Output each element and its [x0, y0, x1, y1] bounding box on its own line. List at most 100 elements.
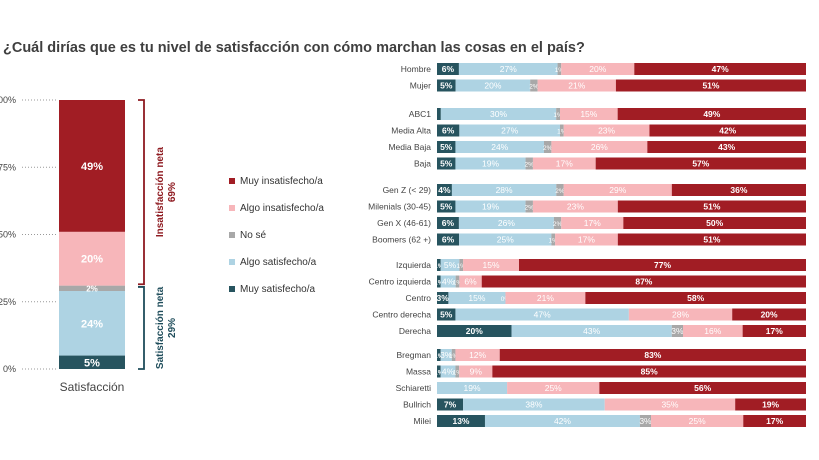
bar-data-label: 20%: [466, 326, 483, 336]
bar-milenials-30-45-muy-satisfecho: [437, 200, 456, 213]
insatisfaccion-label-group: Insatisfacción neta 69%: [155, 147, 178, 237]
bar-centro-izquierda-algo-satisfecho: [440, 275, 456, 288]
bar-data-label: 17%: [766, 326, 783, 336]
bar-massa-algo-insatisfecho: [459, 365, 493, 378]
bar-hombre-no-se: [557, 63, 562, 75]
row-label-abc1: ABC1: [409, 109, 431, 119]
bar-gen-z-29-algo-satisfecho: [451, 184, 557, 196]
bar-data-label: 50%: [706, 218, 723, 228]
bar-mujer-algo-satisfecho: [455, 79, 531, 92]
bar-data-label: 28%: [672, 310, 689, 320]
row-label-hombre: Hombre: [401, 64, 432, 74]
bar-data-label: 83%: [644, 350, 661, 360]
bar-milei-muy-satisfecho: [437, 415, 485, 427]
bar-abc1-muy-insatisfecho: [617, 108, 806, 120]
legend-swatch-muy-satisfecho-a: [229, 286, 235, 292]
bar-data-label: 4%: [442, 367, 455, 377]
bar-mujer-no-se: [530, 79, 538, 92]
bar-media-baja-muy-insatisfecho: [647, 141, 806, 153]
bar-data-label: 2%: [553, 221, 563, 228]
bar-data-label: 24%: [81, 318, 103, 330]
bar-milei-algo-insatisfecho: [651, 415, 744, 427]
row-label-gen-z-29: Gen Z (< 29): [383, 185, 432, 195]
bar-centro-izquierda-muy-insatisfecho: [481, 275, 806, 288]
bar-baja-algo-satisfecho: [455, 157, 526, 170]
bar-gen-x-46-61-muy-satisfecho: [437, 217, 459, 229]
bar-media-alta-muy-insatisfecho: [649, 124, 806, 137]
bar-data-label: 6%: [442, 218, 455, 228]
bar-data-label: 2%: [543, 145, 553, 152]
row-label-bregman: Bregman: [397, 350, 432, 360]
bar-schiaretti-muy-insatisfecho: [599, 382, 806, 394]
bar-data-label: 2%: [555, 188, 565, 195]
bar-data-label: 17%: [578, 235, 595, 245]
bar-centro-algo-satisfecho: [448, 292, 506, 304]
bar-data-label: 19%: [464, 383, 481, 393]
bar-mujer-muy-satisfecho: [437, 79, 456, 92]
bar-media-alta-muy-satisfecho: [437, 124, 460, 137]
bar-data-label: 15%: [468, 293, 485, 303]
row-label-massa: Massa: [406, 367, 431, 377]
bar-derecha-algo-insatisfecho: [683, 325, 743, 337]
bar-data-label: 25%: [545, 383, 562, 393]
legend-label: Muy insatisfecho/a: [240, 176, 323, 187]
bar-data-label: 43%: [583, 326, 600, 336]
bar-derecha-algo-satisfecho: [511, 325, 672, 337]
bar-bregman-muy-insatisfecho: [499, 349, 806, 361]
bar-gen-z-29-algo-insatisfecho: [563, 184, 672, 196]
bar-data-label: 19%: [762, 400, 779, 410]
bar-data-label: 5%: [440, 202, 453, 212]
satisfaccion-bracket: [138, 286, 145, 370]
bar-milenials-30-45-algo-satisfecho: [455, 200, 526, 213]
bar-boomers-62-muy-insatisfecho: [617, 233, 806, 246]
bar-data-label: 1%: [557, 129, 567, 136]
bar-data-label: 23%: [567, 202, 584, 212]
bar-data-label: 16%: [704, 326, 721, 336]
bar-centro-muy-satisfecho: [437, 292, 449, 304]
bar-data-label: 49%: [703, 109, 720, 119]
bar-data-label: 23%: [598, 126, 615, 136]
y-tick-label: 100%: [0, 95, 16, 105]
bar-izquierda-algo-insatisfecho: [463, 259, 519, 271]
bar-media-baja-no-se: [544, 141, 552, 153]
y-tick-label: 0%: [3, 364, 16, 374]
row-label-centro: Centro: [405, 293, 431, 303]
bar-derecha-muy-insatisfecho: [742, 325, 806, 337]
satisfaccion-neta-label: Satisfacción neta: [155, 286, 166, 369]
insatisfaccion-neta-value: 69%: [167, 182, 178, 202]
bar-data-label: 1%: [453, 370, 463, 377]
row-label-mujer: Mujer: [410, 81, 431, 91]
bar-gen-x-46-61-algo-insatisfecho: [561, 217, 624, 229]
bar-data-label: 49%: [81, 161, 103, 173]
bar-data-label: 15%: [580, 109, 597, 119]
bar-massa-muy-insatisfecho: [492, 365, 806, 378]
legend-label: Algo insatisfecho/a: [240, 203, 324, 214]
bar-data-label: 47%: [712, 64, 729, 74]
bar-bullrich-algo-insatisfecho: [604, 398, 736, 411]
bar-baja-muy-satisfecho: [437, 157, 456, 170]
bar-data-label: 85%: [641, 367, 658, 377]
bar-schiaretti-algo-satisfecho: [437, 382, 508, 394]
legend-swatch-algo-satisfecho-a: [229, 259, 235, 265]
satisfaccion-label-group: Satisfacción neta 29%: [155, 286, 178, 369]
bar-data-label: 42%: [554, 416, 571, 426]
bar-data-label: 26%: [591, 142, 608, 152]
bar-data-label: 29%: [609, 185, 626, 195]
bar-data-label: 21%: [568, 81, 585, 91]
bar-massa-no-se: [455, 365, 460, 378]
bar-data-label: 9%: [470, 367, 483, 377]
bar-media-alta-algo-satisfecho: [459, 124, 560, 137]
bar-gen-z-29-muy-insatisfecho: [671, 184, 806, 196]
bar-data-label: 87%: [635, 277, 652, 287]
bar-data-label: 13%: [452, 416, 469, 426]
bar-bregman-algo-satisfecho: [440, 349, 452, 361]
bar-centro-derecha-muy-satisfecho: [437, 308, 456, 321]
insatisfaccion-neta-label: Insatisfacción neta: [155, 147, 166, 237]
bar-data-label: 20%: [484, 81, 501, 91]
bar-abc1-no-se: [556, 108, 560, 120]
bar-hombre-muy-insatisfecho: [634, 63, 806, 75]
bar-data-label: 2%: [529, 84, 539, 91]
chart-title: ¿Cuál dirías que es tu nivel de satisfac…: [3, 40, 585, 56]
bar-milenials-30-45-no-se: [525, 200, 533, 213]
x-category-label: Satisfacción: [60, 380, 125, 394]
